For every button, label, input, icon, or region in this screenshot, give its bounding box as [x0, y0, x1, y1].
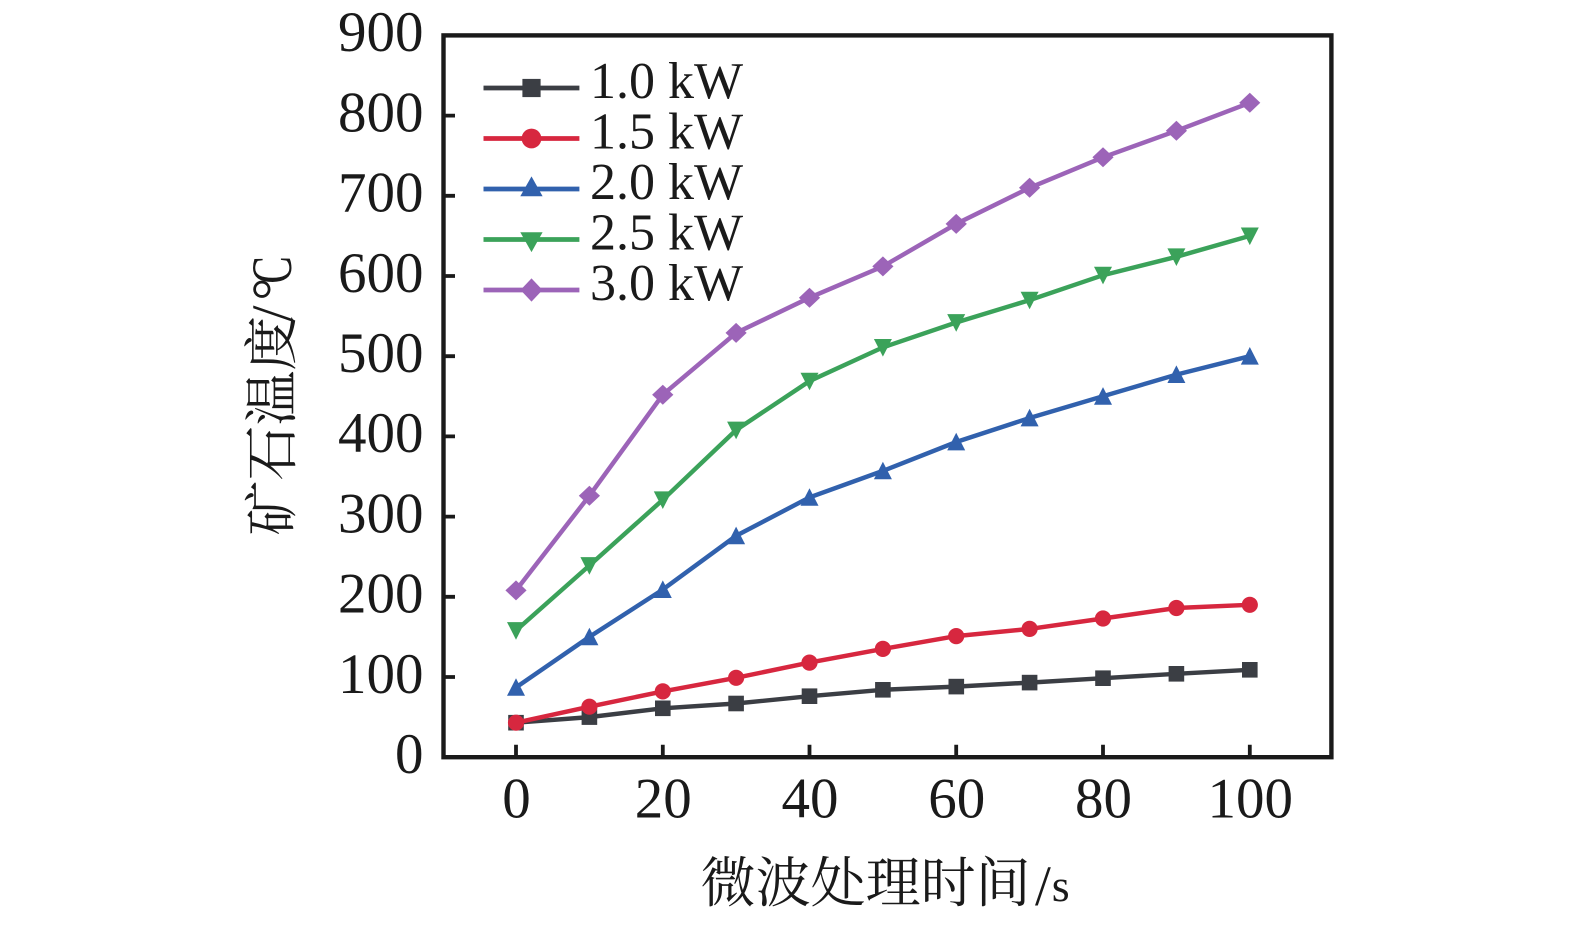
- svg-text:1.0 kW: 1.0 kW: [590, 53, 743, 110]
- svg-text:100: 100: [338, 643, 424, 706]
- svg-text:800: 800: [338, 81, 424, 144]
- svg-text:20: 20: [635, 768, 692, 831]
- svg-text:/: /: [1035, 855, 1051, 918]
- svg-text:C: C: [241, 256, 304, 283]
- svg-text:300: 300: [338, 482, 424, 545]
- svg-text:2.0 kW: 2.0 kW: [590, 154, 743, 211]
- svg-text:3.0 kW: 3.0 kW: [590, 255, 743, 312]
- svg-text:40: 40: [782, 768, 839, 831]
- svg-text:/: /: [241, 305, 304, 321]
- svg-text:400: 400: [338, 402, 424, 465]
- svg-text:2.5 kW: 2.5 kW: [590, 205, 743, 262]
- svg-text:1.5 kW: 1.5 kW: [590, 104, 743, 161]
- svg-text:60: 60: [928, 768, 985, 831]
- svg-text:s: s: [1052, 860, 1070, 911]
- svg-text:200: 200: [338, 563, 424, 626]
- svg-text:600: 600: [338, 242, 424, 305]
- svg-text:500: 500: [338, 322, 424, 385]
- svg-text:°: °: [241, 278, 304, 301]
- svg-text:0: 0: [395, 723, 424, 786]
- svg-text:80: 80: [1075, 768, 1132, 831]
- svg-text:100: 100: [1207, 768, 1293, 831]
- svg-text:0: 0: [502, 768, 531, 831]
- svg-text:900: 900: [338, 1, 424, 64]
- svg-text:700: 700: [338, 162, 424, 225]
